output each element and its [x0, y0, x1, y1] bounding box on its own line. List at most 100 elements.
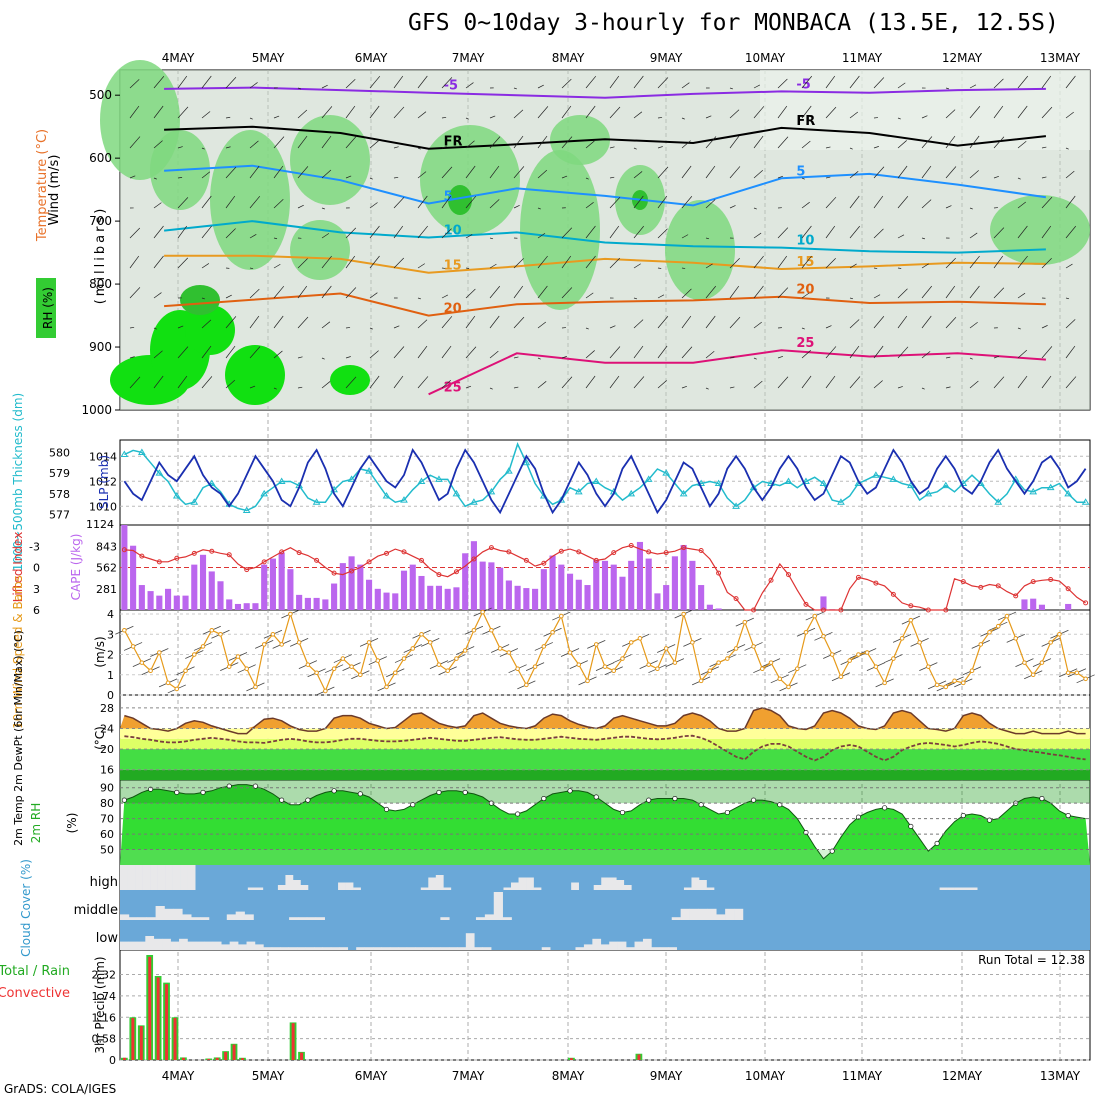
- li-marker: [191, 550, 197, 556]
- li-marker: [471, 556, 477, 562]
- rh-marker: [724, 809, 730, 815]
- thickness-marker: [347, 475, 356, 482]
- cape-bar: [313, 597, 320, 610]
- top-day-label: 10MAY: [745, 51, 786, 65]
- li-marker: [751, 607, 757, 613]
- li-marker: [453, 569, 459, 575]
- contour-10: [163, 220, 1046, 254]
- rh-marker: [934, 840, 940, 846]
- cape-bar: [165, 588, 172, 610]
- precip-convective-bar: [173, 1018, 177, 1060]
- wind-speed-marker: [497, 646, 503, 651]
- cape-bar: [470, 541, 477, 610]
- li-marker: [279, 549, 285, 555]
- rh-legend-swatch: [36, 278, 56, 338]
- cape-bar: [269, 558, 276, 610]
- thickness-tick: 578: [49, 488, 70, 501]
- wind-speed-marker: [358, 672, 363, 678]
- contour-label: 20: [444, 302, 462, 317]
- contour-5: [164, 164, 1047, 207]
- cloud-low-cell: [288, 947, 298, 950]
- cloud-high-cell: [608, 877, 617, 890]
- cape-bar: [287, 569, 294, 610]
- cloud-high-cell: [120, 865, 128, 890]
- cloud-high-cell: [623, 885, 632, 890]
- cloud-middle-cell: [698, 908, 708, 920]
- rh-marker: [541, 796, 547, 802]
- thickness-marker: [435, 475, 443, 482]
- cape-bar: [680, 544, 687, 610]
- wind-speed-marker: [960, 680, 966, 686]
- precip-legend-total: Total / Rain: [0, 964, 70, 979]
- cloud-high-cell: [947, 887, 955, 890]
- wind-label: Wind (m/s): [47, 155, 62, 226]
- panel-frame-precip: [119, 949, 1091, 1061]
- cape-bar: [628, 560, 635, 610]
- thickness-marker: [155, 469, 164, 476]
- cape-bar: [226, 599, 233, 610]
- li-marker: [1065, 586, 1071, 592]
- rh-marker: [357, 791, 363, 797]
- cape-bar: [374, 588, 381, 610]
- li-marker: [1030, 579, 1036, 585]
- cape-bar: [619, 576, 626, 610]
- thickness-marker: [679, 489, 688, 497]
- top-day-label: 11MAY: [842, 51, 883, 65]
- temp-tick: 20: [100, 743, 114, 756]
- precip-tick: 1.74: [92, 990, 117, 1003]
- cloud-low-cell: [136, 941, 146, 950]
- wind-speed-marker: [620, 656, 625, 661]
- contour-label: FR: [796, 114, 815, 129]
- cloud-high-cell: [142, 865, 151, 890]
- wind-speed-marker: [122, 627, 127, 633]
- wind-speed-marker: [812, 613, 818, 619]
- thickness-marker: [1029, 487, 1038, 495]
- cloud-high-cell: [300, 885, 309, 890]
- wind-speed-marker: [637, 636, 643, 641]
- bottom-day-label: 10MAY: [745, 1069, 786, 1083]
- cape-bar: [357, 564, 364, 610]
- precip-axis-label: 3hr Precip (mm): [93, 956, 107, 1053]
- slp-tick: 1012: [89, 475, 117, 488]
- temp-unit-label: (°C): [93, 726, 107, 750]
- cloud-low-cell: [229, 941, 239, 950]
- wind-speed-marker: [1048, 640, 1053, 645]
- pressure-tick: 1000: [81, 403, 112, 417]
- cape-bar: [706, 604, 713, 610]
- li-marker: [593, 557, 599, 563]
- thickness-marker: [557, 496, 566, 503]
- li-marker: [174, 555, 180, 561]
- wind-speed-marker: [803, 629, 809, 635]
- precip-legend-convective: Convective: [0, 986, 70, 1001]
- temp-area: [120, 707, 1090, 729]
- cloud-middle-cell: [493, 892, 503, 920]
- cloud-low-cell: [162, 938, 171, 950]
- cloud-low-cell: [432, 947, 441, 950]
- cloud-middle-cell: [226, 914, 236, 920]
- cloud-low-cell: [381, 947, 391, 950]
- bottom-day-label: 8MAY: [552, 1069, 585, 1083]
- cape-bar: [654, 593, 661, 610]
- wind-speed-marker: [1065, 670, 1071, 676]
- wind-speed-marker: [943, 684, 949, 690]
- cape-bar: [523, 588, 530, 610]
- li-marker: [401, 549, 407, 555]
- wind-speed-marker: [559, 613, 564, 619]
- wind-speed-marker: [323, 688, 328, 694]
- cloud-low-cell: [609, 941, 618, 950]
- thickness-marker: [1046, 483, 1055, 491]
- wind-speed-marker: [515, 666, 520, 671]
- rh-tick: 80: [100, 797, 114, 810]
- wind10m-unit-label: (m/s): [93, 636, 107, 667]
- rh-band-95: [225, 345, 285, 405]
- cloud-middle-cell: [235, 911, 245, 920]
- wind-speed-marker: [462, 648, 468, 653]
- cloud-high-cell: [601, 877, 610, 890]
- li-marker: [995, 583, 1001, 589]
- wind-speed-marker: [375, 658, 381, 663]
- pressure-label: (millibars): [93, 206, 108, 305]
- rh-marker: [279, 797, 285, 803]
- cloud-low-cell: [482, 947, 492, 950]
- cloud-low-cell: [541, 947, 551, 950]
- cloud-high-cell: [533, 887, 542, 890]
